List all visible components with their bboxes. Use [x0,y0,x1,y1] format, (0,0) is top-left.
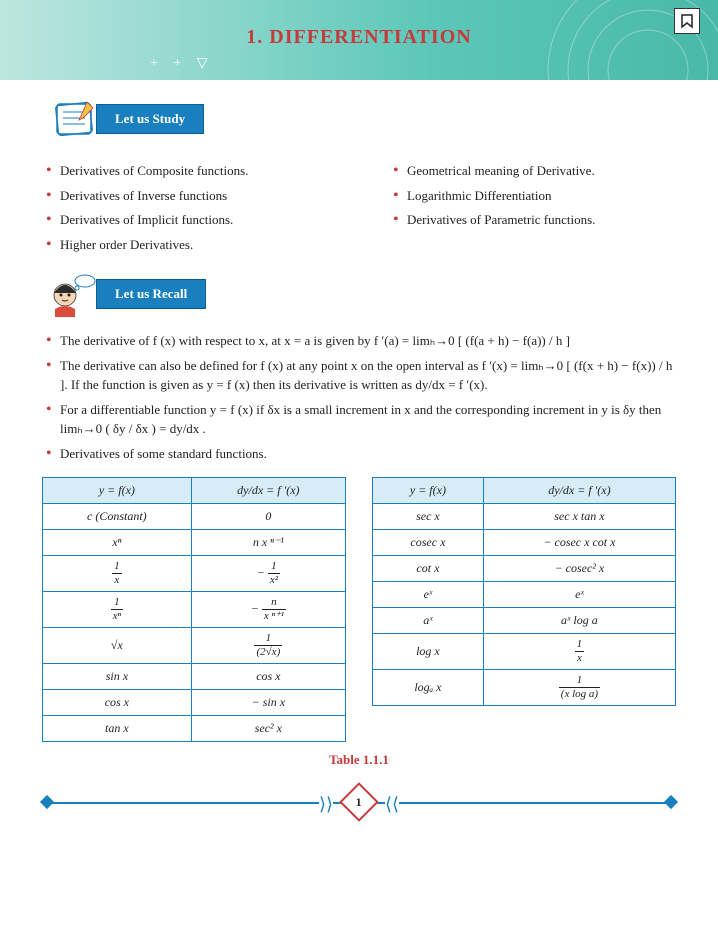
table-cell: cosec x [373,530,484,556]
page-content: Let us Study Derivatives of Composite fu… [0,80,718,768]
table-cell: cot x [373,556,484,582]
table-row: 1x− 1x² [43,556,346,592]
table-cell: c (Constant) [43,504,192,530]
recall-point: The derivative can also be defined for f… [42,356,676,395]
notebook-icon [42,98,100,140]
table-cell: sec x [373,504,484,530]
table-header: y = f(x) [373,478,484,504]
study-point: Derivatives of Composite functions. [42,161,329,181]
study-point: Higher order Derivatives. [42,235,329,255]
table-cell: sec x tan x [483,504,675,530]
table-cell: cos x [43,690,192,716]
page-header: 1. DIFFERENTIATION + + ▽ [0,0,718,80]
recall-point: Derivatives of some standard functions. [42,444,676,464]
recall-point: For a differentiable function y = f (x) … [42,400,676,439]
recall-tab: Let us Recall [42,273,206,315]
table-header: dy/dx = f ′(x) [191,478,345,504]
table-cell: xⁿ [43,530,192,556]
table-cell: aˣ log a [483,608,675,634]
table-cell: 1x [483,634,675,670]
table-cell: 1(x log a) [483,670,675,706]
table-cell: − 1x² [191,556,345,592]
table-cell: sin x [43,664,192,690]
page-number-badge: 1 [339,782,379,822]
study-point: Geometrical meaning of Derivative. [389,161,676,181]
table-row: logₐ x1(x log a) [373,670,676,706]
table-row: √x1(2√x) [43,628,346,664]
table-cell: tan x [43,716,192,742]
table-row: cosec x− cosec x cot x [373,530,676,556]
table-row: 1xⁿ− nx ⁿ⁺¹ [43,592,346,628]
table-row: sin xcos x [43,664,346,690]
page: 1. DIFFERENTIATION + + ▽ Let us Study De… [0,0,718,862]
recall-tab-label: Let us Recall [96,279,206,309]
study-point: Derivatives of Inverse functions [42,186,329,206]
table-cell: aˣ [373,608,484,634]
thinking-boy-icon [42,273,100,315]
derivative-table-right: y = f(x)dy/dx = f ′(x)sec xsec x tan xco… [372,477,676,706]
table-cell: 1x [43,556,192,592]
table-caption: Table 1.1.1 [42,752,676,768]
table-cell: 1(2√x) [191,628,345,664]
footer-wing-right: ⟨⟨ [385,794,399,815]
page-footer: ⟩⟩ ⟨⟨ 1 [0,782,718,822]
table-cell: logₐ x [373,670,484,706]
table-header: y = f(x) [43,478,192,504]
table-row: cos x− sin x [43,690,346,716]
table-row: sec xsec x tan x [373,504,676,530]
recall-points: The derivative of f (x) with respect to … [42,331,676,463]
footer-diamond-left [40,795,54,809]
table-cell: − nx ⁿ⁺¹ [191,592,345,628]
table-cell: − sin x [191,690,345,716]
study-point: Derivatives of Parametric functions. [389,210,676,230]
table-cell: 0 [191,504,345,530]
table-cell: log x [373,634,484,670]
footer-diamond-right [664,795,678,809]
table-row: cot x− cosec² x [373,556,676,582]
table-cell: − cosec x cot x [483,530,675,556]
header-symbols: + + ▽ [150,55,214,72]
table-cell: √x [43,628,192,664]
table-header: dy/dx = f ′(x) [483,478,675,504]
derivative-tables: y = f(x)dy/dx = f ′(x)c (Constant)0xⁿn x… [42,477,676,742]
table-cell: eˣ [373,582,484,608]
table-row: aˣaˣ log a [373,608,676,634]
study-point: Logarithmic Differentiation [389,186,676,206]
study-point: Derivatives of Implicit functions. [42,210,329,230]
table-row: xⁿn x ⁿ⁻¹ [43,530,346,556]
table-cell: cos x [191,664,345,690]
table-row: log x1x [373,634,676,670]
table-row: c (Constant)0 [43,504,346,530]
table-cell: n x ⁿ⁻¹ [191,530,345,556]
recall-point: The derivative of f (x) with respect to … [42,331,676,351]
table-cell: − cosec² x [483,556,675,582]
study-tab-label: Let us Study [96,104,204,134]
table-cell: eˣ [483,582,675,608]
study-points: Derivatives of Composite functions. Deriv… [42,150,676,273]
page-number: 1 [356,795,362,810]
study-tab: Let us Study [42,98,204,140]
table-cell: 1xⁿ [43,592,192,628]
footer-wing-left: ⟩⟩ [319,794,333,815]
table-row: tan xsec² x [43,716,346,742]
derivative-table-left: y = f(x)dy/dx = f ′(x)c (Constant)0xⁿn x… [42,477,346,742]
table-cell: sec² x [191,716,345,742]
table-row: eˣeˣ [373,582,676,608]
chapter-title: 1. DIFFERENTIATION [0,26,718,49]
